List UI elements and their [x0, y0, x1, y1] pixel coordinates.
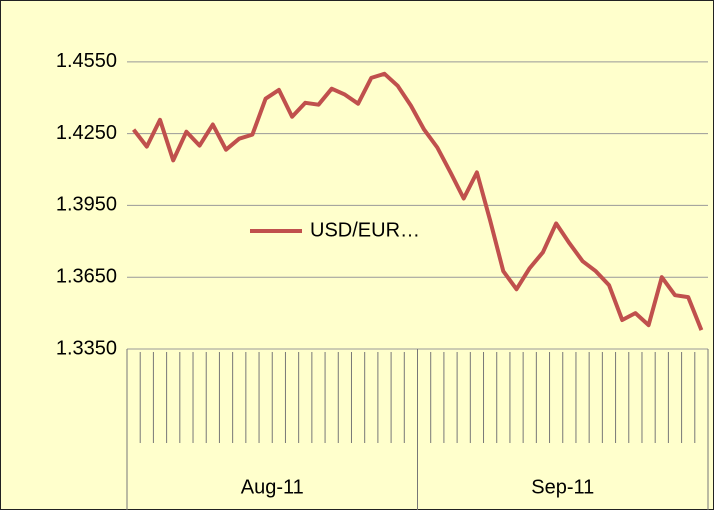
x-tick-label: Aug-11 — [241, 476, 304, 498]
y-tick-label: 1.4250 — [56, 122, 117, 144]
y-tick-label: 1.3350 — [56, 337, 117, 359]
y-tick-label: 1.4550 — [56, 50, 117, 72]
y-tick-label: 1.3650 — [56, 265, 117, 287]
legend-label: USD/EUR… — [310, 219, 420, 241]
y-tick-label: 1.3950 — [56, 194, 117, 216]
series-line — [132, 71, 704, 331]
x-tick-label: Sep-11 — [531, 476, 594, 498]
